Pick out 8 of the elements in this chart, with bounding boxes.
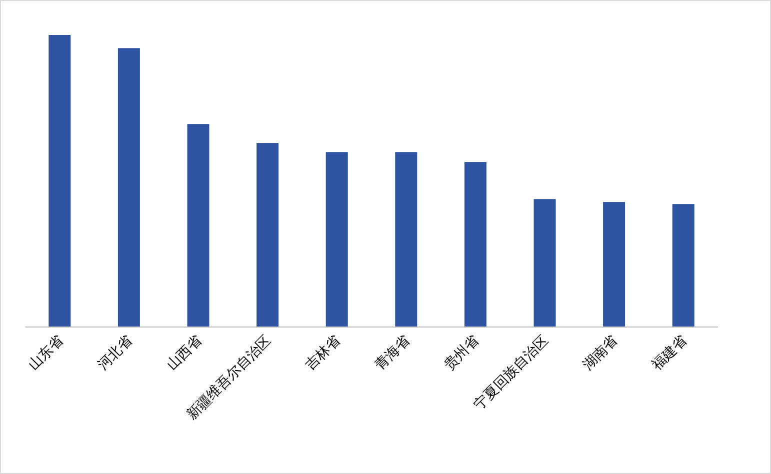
x-tick-label: 贵州省 <box>441 332 482 374</box>
x-tick-label: 吉林省 <box>302 332 344 374</box>
x-tick-label: 湖南省 <box>580 332 621 374</box>
x-tick-label: 福建省 <box>649 332 690 374</box>
x-tick-label: 河北省 <box>94 332 136 374</box>
x-tick-label: 山西省 <box>164 332 206 374</box>
x-tick-label: 山东省 <box>25 332 66 374</box>
x-tick-label: 青海省 <box>372 332 413 374</box>
